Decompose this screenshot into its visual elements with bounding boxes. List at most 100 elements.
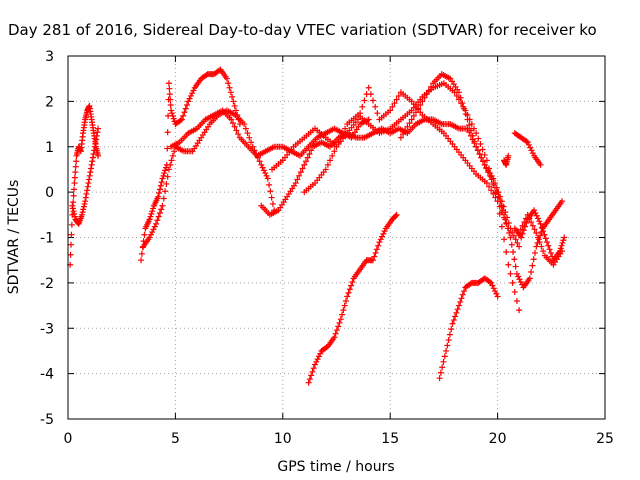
data-point [180,112,187,119]
data-point [308,147,315,154]
data-point [182,105,189,112]
data-point [538,243,545,250]
data-point [561,234,568,241]
data-point [458,295,465,302]
data-point [375,242,382,249]
data-point [537,220,544,227]
data-point [542,235,549,242]
data-point [547,249,554,256]
data-point [153,220,160,227]
data-point [497,198,504,205]
data-points [67,66,568,386]
data-point [304,154,311,161]
data-point [141,231,148,238]
data-point [467,127,474,134]
data-point [392,212,399,219]
data-point [336,319,343,326]
data-point [263,172,270,179]
data-point [82,194,89,201]
data-point [164,173,171,180]
data-point [72,169,79,176]
data-point [391,100,398,107]
data-series [69,125,102,227]
data-point [483,157,490,164]
data-point [246,134,253,141]
data-point [536,218,543,225]
data-point [344,293,351,300]
data-point [462,111,469,118]
data-point [227,89,234,96]
data-point [507,234,514,241]
data-point [266,181,273,188]
data-point [483,180,490,187]
data-point [425,87,432,94]
x-tick-label: 25 [596,431,614,447]
data-point [478,154,485,161]
data-point [473,143,480,150]
x-tick-label: 0 [64,431,73,447]
data-point [223,75,230,82]
data-point [516,276,523,283]
data-point [233,127,240,134]
data-point [181,109,188,116]
data-point [146,216,153,223]
data-point [559,198,566,205]
data-point [560,237,567,244]
data-point [421,94,428,101]
data-point [538,224,545,231]
data-point [329,152,336,159]
data-point [264,175,271,182]
data-point [155,213,162,220]
data-point [454,306,461,313]
data-point [469,132,476,139]
data-point [509,279,516,286]
data-point [461,105,468,112]
data-point [154,217,161,224]
data-point [81,200,88,207]
data-point [160,172,167,179]
data-point [67,251,74,258]
data-point [302,158,309,165]
data-point [441,353,448,360]
data-series [138,66,243,264]
data-point [508,241,515,248]
data-point [516,243,523,250]
data-point [471,138,478,145]
data-point [528,147,535,154]
data-point [370,257,377,264]
data-point [294,176,301,183]
data-point [515,273,522,280]
data-point [86,176,93,183]
data-point [313,358,320,365]
data-point [527,144,534,151]
data-series [67,102,102,268]
data-point [332,330,339,337]
data-point [166,91,173,98]
data-point [161,170,168,177]
data-point [453,92,460,99]
data-point [312,361,319,368]
data-point [292,180,299,187]
data-point [495,193,502,200]
data-point [160,195,167,202]
data-point [71,210,78,217]
data-point [315,353,322,360]
data-point [544,239,551,246]
data-point [443,347,450,354]
data-point [444,342,451,349]
data-point [310,365,317,372]
data-point [519,222,526,229]
data-point [70,199,77,206]
data-point [505,261,512,268]
data-point [150,226,157,233]
data-point [170,115,177,122]
data-point [533,243,540,250]
x-axis-label: GPS time / hours [277,459,394,475]
data-point [498,202,505,209]
data-point [372,103,379,110]
data-point [428,83,435,90]
data-point [523,138,530,145]
data-point [455,89,462,96]
data-point [309,368,316,375]
data-point [408,116,415,123]
